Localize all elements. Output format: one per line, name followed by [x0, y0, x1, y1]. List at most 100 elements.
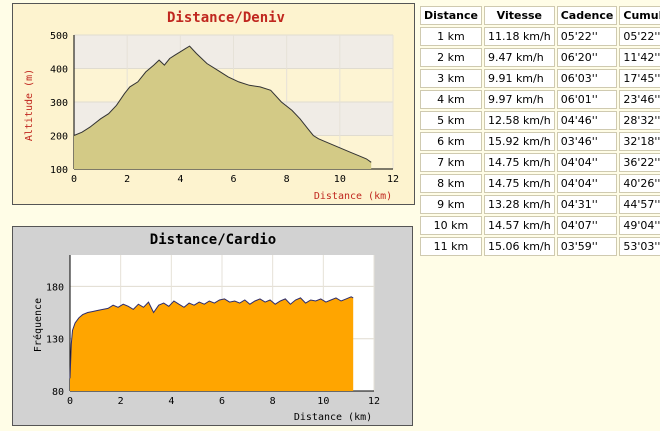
heartrate-chart: Distance/Cardio 0 2 4 6 8 10 12 80 130 180 Dista… [32, 232, 380, 423]
split-cadence: 05'22'' [556, 27, 618, 46]
elevation-chart-panel: Distance/Deniv 0 2 4 6 8 10 12 100 200 300 400 500… [12, 3, 415, 205]
x-tick-label: 0 [67, 396, 73, 407]
elevation-chart: Distance/Deniv 0 2 4 6 8 10 12 100 200 300 400 500… [24, 10, 399, 202]
split-vitesse: 9.97 km/h [483, 90, 555, 109]
split-cumul: 53'03'' [619, 237, 660, 256]
split-row: 7 km 14.75 km/h 04'04'' 36'22'' [420, 153, 660, 172]
split-vitesse: 14.57 km/h [483, 216, 555, 235]
x-tick-label: 12 [387, 174, 399, 185]
split-vitesse: 9.47 km/h [483, 48, 555, 67]
heartrate-y-axis-label: Fréquence [32, 298, 44, 352]
split-vitesse: 14.75 km/h [483, 153, 555, 172]
split-cadence: 04'46'' [556, 111, 618, 130]
x-tick-label: 4 [168, 396, 174, 407]
x-tick-label: 6 [230, 174, 236, 185]
split-distance: 10 km [420, 216, 482, 235]
elevation-x-axis-label: Distance (km) [314, 191, 392, 202]
heartrate-line [69, 296, 354, 379]
split-row: 10 km 14.57 km/h 04'07'' 49'04'' [420, 216, 660, 235]
split-table: Distance Vitesse Cadence Cumul 1 km 11.18… [418, 4, 660, 258]
split-cumul: 11'42'' [619, 48, 660, 67]
split-cadence: 03'46'' [556, 132, 618, 151]
split-vitesse: 12.58 km/h [483, 111, 555, 130]
heartrate-x-axis-label: Distance (km) [294, 412, 372, 423]
split-vitesse: 15.92 km/h [483, 132, 555, 151]
split-distance: 5 km [420, 111, 482, 130]
split-cadence: 04'04'' [556, 174, 618, 193]
heartrate-chart-panel: Distance/Cardio 0 2 4 6 8 10 12 80 130 180 Dista… [12, 226, 413, 426]
heartrate-area [70, 296, 354, 391]
split-distance: 8 km [420, 174, 482, 193]
y-tick-label: 100 [50, 165, 68, 176]
split-cumul: 05'22'' [619, 27, 660, 46]
split-cadence: 04'31'' [556, 195, 618, 214]
split-row: 3 km 9.91 km/h 06'03'' 17'45'' [420, 69, 660, 88]
split-distance: 11 km [420, 237, 482, 256]
heartrate-y-ticks: 80 130 180 [46, 282, 64, 398]
x-tick-label: 10 [317, 396, 329, 407]
split-distance: 4 km [420, 90, 482, 109]
split-cumul: 23'46'' [619, 90, 660, 109]
y-tick-label: 200 [50, 132, 68, 143]
y-tick-label: 80 [52, 387, 64, 398]
y-tick-label: 300 [50, 98, 68, 109]
heartrate-chart-title: Distance/Cardio [150, 232, 276, 248]
elevation-area [74, 46, 372, 169]
elevation-y-axis-label: Altitude (m) [24, 69, 35, 141]
split-vitesse: 15.06 km/h [483, 237, 555, 256]
split-row: 4 km 9.97 km/h 06'01'' 23'46'' [420, 90, 660, 109]
split-cumul: 40'26'' [619, 174, 660, 193]
split-cumul: 28'32'' [619, 111, 660, 130]
header-cadence: Cadence [556, 6, 618, 25]
y-tick-label: 500 [50, 31, 68, 42]
split-row: 9 km 13.28 km/h 04'31'' 44'57'' [420, 195, 660, 214]
split-table-body: 1 km 11.18 km/h 05'22'' 05'22'' 2 km 9.47 km/… [420, 27, 660, 256]
y-tick-label: 130 [46, 335, 64, 346]
split-row: 11 km 15.06 km/h 03'59'' 53'03'' [420, 237, 660, 256]
x-tick-label: 8 [270, 396, 276, 407]
x-tick-label: 4 [177, 174, 183, 185]
split-row: 5 km 12.58 km/h 04'46'' 28'32'' [420, 111, 660, 130]
split-distance: 2 km [420, 48, 482, 67]
y-tick-label: 180 [46, 282, 64, 293]
split-vitesse: 14.75 km/h [483, 174, 555, 193]
split-row: 1 km 11.18 km/h 05'22'' 05'22'' [420, 27, 660, 46]
split-table-header-row: Distance Vitesse Cadence Cumul [420, 6, 660, 25]
split-row: 2 km 9.47 km/h 06'20'' 11'42'' [420, 48, 660, 67]
x-tick-label: 2 [118, 396, 124, 407]
y-tick-label: 400 [50, 65, 68, 76]
x-tick-label: 0 [71, 174, 77, 185]
split-cadence: 06'03'' [556, 69, 618, 88]
split-cumul: 32'18'' [619, 132, 660, 151]
elevation-y-ticks: 100 200 300 400 500 [50, 31, 68, 176]
split-distance: 6 km [420, 132, 482, 151]
x-tick-label: 8 [284, 174, 290, 185]
elevation-line [73, 45, 372, 163]
split-row: 6 km 15.92 km/h 03'46'' 32'18'' [420, 132, 660, 151]
split-cadence: 04'07'' [556, 216, 618, 235]
split-cumul: 44'57'' [619, 195, 660, 214]
split-cadence: 03'59'' [556, 237, 618, 256]
header-vitesse: Vitesse [483, 6, 555, 25]
split-vitesse: 9.91 km/h [483, 69, 555, 88]
split-cumul: 17'45'' [619, 69, 660, 88]
header-cumul: Cumul [619, 6, 660, 25]
split-row: 8 km 14.75 km/h 04'04'' 40'26'' [420, 174, 660, 193]
x-tick-label: 2 [124, 174, 130, 185]
split-distance: 3 km [420, 69, 482, 88]
split-distance: 1 km [420, 27, 482, 46]
elevation-chart-title: Distance/Deniv [167, 10, 285, 26]
split-distance: 9 km [420, 195, 482, 214]
split-vitesse: 13.28 km/h [483, 195, 555, 214]
split-cadence: 04'04'' [556, 153, 618, 172]
split-distance: 7 km [420, 153, 482, 172]
elevation-x-ticks: 0 2 4 6 8 10 12 [71, 174, 399, 185]
header-distance: Distance [420, 6, 482, 25]
x-tick-label: 12 [368, 396, 380, 407]
split-cumul: 36'22'' [619, 153, 660, 172]
x-tick-label: 6 [219, 396, 225, 407]
x-tick-label: 10 [334, 174, 346, 185]
split-vitesse: 11.18 km/h [483, 27, 555, 46]
heartrate-x-ticks: 0 2 4 6 8 10 12 [67, 396, 380, 407]
split-cumul: 49'04'' [619, 216, 660, 235]
